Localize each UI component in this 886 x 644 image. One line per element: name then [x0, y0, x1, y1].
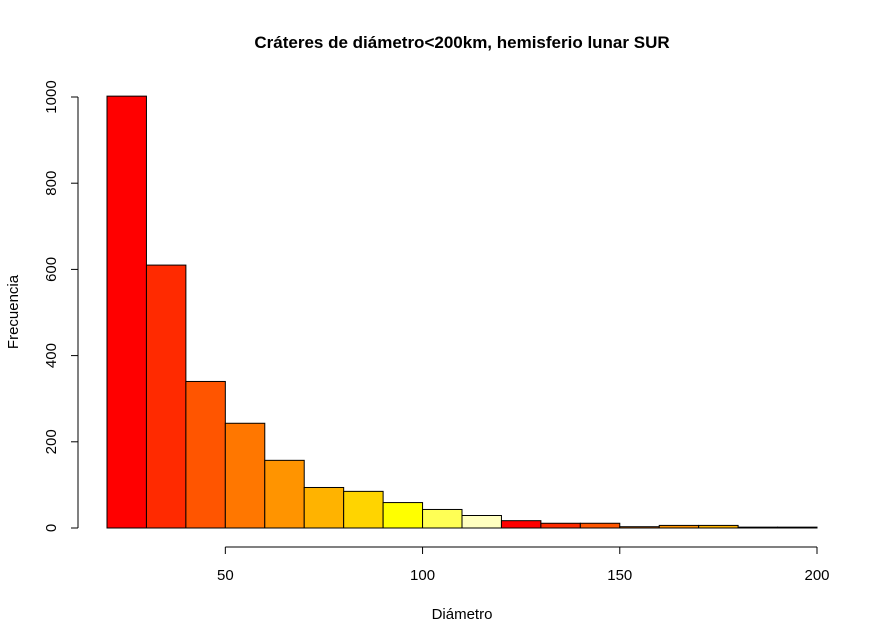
y-tick-label-800: 800 [43, 171, 60, 196]
bar-190-200 [777, 526, 818, 529]
y-tick-label-1000: 1000 [43, 80, 60, 113]
y-tick-label-600: 600 [43, 257, 60, 282]
bar-110-120 [461, 515, 502, 529]
x-axis: 50 100 150 200 [217, 546, 830, 584]
bar-90-100 [382, 502, 424, 529]
bar-120-130 [500, 520, 542, 529]
bar-150-160 [619, 526, 660, 529]
bar-20-30 [106, 95, 147, 529]
bar-70-80 [303, 486, 345, 529]
x-tick-label-100: 100 [410, 567, 435, 584]
x-tick-label-50: 50 [217, 567, 234, 584]
y-axis: 0 200 400 600 800 1000 [43, 80, 79, 532]
bar-180-190 [737, 526, 779, 529]
bar-60-70 [264, 459, 305, 529]
bar-40-50 [185, 380, 226, 529]
bar-160-170 [658, 524, 700, 529]
x-tick-label-200: 200 [804, 567, 829, 584]
y-tick-label-200: 200 [43, 429, 60, 454]
x-axis-label: Diámetro [432, 606, 493, 623]
bar-100-110 [422, 508, 463, 529]
y-tick-label-0: 0 [43, 524, 60, 532]
y-axis-label: Frecuencia [5, 274, 22, 349]
bar-50-60 [224, 422, 266, 529]
bar-30-40 [145, 264, 187, 529]
bar-130-140 [540, 522, 581, 529]
bar-80-90 [343, 490, 384, 529]
bar-140-150 [579, 522, 621, 529]
chart-title: Cráteres de diámetro<200km, hemisferio l… [254, 33, 669, 52]
bar-170-180 [698, 524, 739, 529]
x-tick-label-150: 150 [607, 567, 632, 584]
y-tick-label-400: 400 [43, 343, 60, 368]
bars-group [106, 95, 818, 529]
